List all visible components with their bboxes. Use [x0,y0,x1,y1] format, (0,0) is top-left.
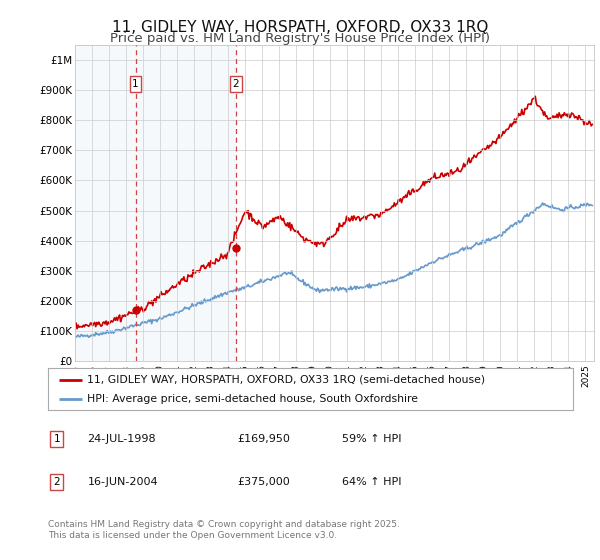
Text: 2: 2 [53,477,60,487]
Text: 64% ↑ HPI: 64% ↑ HPI [342,477,401,487]
Text: £169,950: £169,950 [237,434,290,444]
Text: £375,000: £375,000 [237,477,290,487]
Text: 2: 2 [233,79,239,89]
Text: 59% ↑ HPI: 59% ↑ HPI [342,434,401,444]
Text: Price paid vs. HM Land Registry's House Price Index (HPI): Price paid vs. HM Land Registry's House … [110,32,490,45]
Text: 11, GIDLEY WAY, HORSPATH, OXFORD, OX33 1RQ (semi-detached house): 11, GIDLEY WAY, HORSPATH, OXFORD, OX33 1… [88,375,485,385]
Text: 24-JUL-1998: 24-JUL-1998 [88,434,156,444]
Text: This data is licensed under the Open Government Licence v3.0.: This data is licensed under the Open Gov… [48,531,337,540]
Text: HPI: Average price, semi-detached house, South Oxfordshire: HPI: Average price, semi-detached house,… [88,394,418,404]
Text: 1: 1 [53,434,60,444]
Text: 16-JUN-2004: 16-JUN-2004 [88,477,158,487]
Bar [136,45,236,361]
Text: 1: 1 [132,79,139,89]
Text: 11, GIDLEY WAY, HORSPATH, OXFORD, OX33 1RQ: 11, GIDLEY WAY, HORSPATH, OXFORD, OX33 1… [112,20,488,35]
Bar [75,45,136,361]
Text: Contains HM Land Registry data © Crown copyright and database right 2025.: Contains HM Land Registry data © Crown c… [48,520,400,529]
